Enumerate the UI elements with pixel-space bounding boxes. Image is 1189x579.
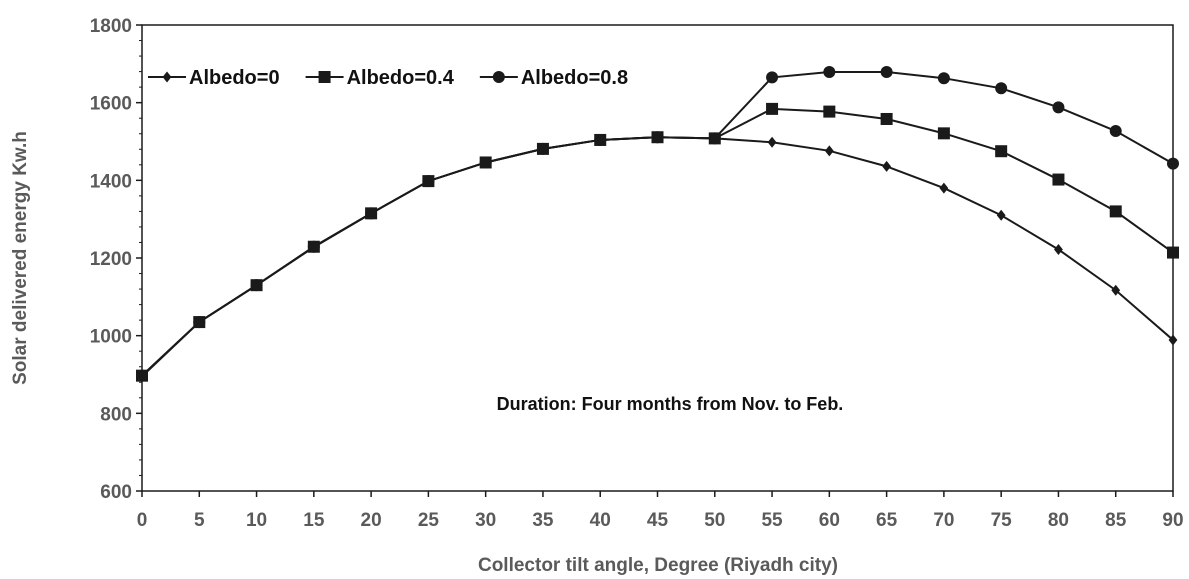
axes: 600 800 1000 1200 1400 1600 1800 0 5 10 15 20 25 30 35… xyxy=(90,16,1184,531)
y-tick-label: 1400 xyxy=(90,171,132,192)
series-2 xyxy=(136,102,1179,382)
data-point xyxy=(766,71,779,84)
data-point xyxy=(1109,125,1122,138)
series-line xyxy=(141,70,1174,377)
x-tick-label: 0 xyxy=(137,510,148,531)
data-point xyxy=(594,133,607,146)
x-tick-label: 30 xyxy=(475,510,496,531)
data-point xyxy=(536,142,549,155)
data-point xyxy=(766,102,779,115)
data-point xyxy=(880,112,893,125)
data-point xyxy=(880,65,893,78)
data-point xyxy=(136,369,148,382)
data-point xyxy=(365,207,378,220)
x-tick-label: 75 xyxy=(991,510,1013,531)
x-tick-label: 20 xyxy=(361,510,382,531)
legend-marker xyxy=(492,71,505,83)
x-tick-label: 45 xyxy=(647,510,669,531)
legend-item: Albedo=0.4 xyxy=(305,67,455,89)
annotation-text: Duration: Four months from Nov. to Feb. xyxy=(497,394,844,414)
y-axis-title: Solar delivered energy Kw.h xyxy=(10,131,31,385)
data-point xyxy=(1167,157,1179,170)
y-tick-label: 1600 xyxy=(90,94,132,115)
data-point xyxy=(995,82,1008,95)
data-point xyxy=(250,279,263,292)
x-tick-label: 90 xyxy=(1162,510,1183,531)
data-point xyxy=(1168,334,1178,346)
x-tick-label: 55 xyxy=(761,510,783,531)
x-tick-label: 65 xyxy=(876,510,898,531)
legend-marker xyxy=(318,71,331,83)
data-point xyxy=(939,182,949,194)
series-3 xyxy=(136,65,1179,382)
y-tick-label: 1000 xyxy=(90,327,132,348)
data-point xyxy=(1052,101,1065,114)
y-tick-label: 1200 xyxy=(90,249,132,270)
data-point xyxy=(651,131,664,144)
data-point xyxy=(882,160,892,172)
data-point xyxy=(1109,205,1122,218)
data-point xyxy=(307,240,320,253)
legend-item: Albedo=0 xyxy=(148,67,280,89)
data-point xyxy=(193,316,206,329)
data-point xyxy=(824,145,834,157)
data-point xyxy=(1167,246,1179,259)
legend-label: Albedo=0.8 xyxy=(521,67,628,89)
x-tick-label: 25 xyxy=(418,510,440,531)
data-point xyxy=(996,209,1006,221)
x-tick-label: 80 xyxy=(1048,510,1069,531)
data-point xyxy=(1052,173,1065,186)
data-point xyxy=(937,127,950,140)
y-tick-label: 1800 xyxy=(90,16,132,37)
data-point xyxy=(937,72,950,85)
data-point xyxy=(708,132,721,145)
series-line xyxy=(141,107,1174,377)
x-tick-label: 50 xyxy=(704,510,725,531)
legend: Albedo=0 Albedo=0.4 Albedo=0.8 xyxy=(148,67,628,89)
legend-item: Albedo=0.8 xyxy=(479,67,628,89)
x-tick-label: 5 xyxy=(194,510,205,531)
x-tick-label: 35 xyxy=(532,510,554,531)
data-point xyxy=(823,65,836,78)
legend-label: Albedo=0 xyxy=(189,67,280,89)
x-tick-label: 40 xyxy=(590,510,611,531)
series-1 xyxy=(137,131,1178,382)
series-layer xyxy=(136,65,1179,382)
data-point xyxy=(767,136,777,148)
y-tick-label: 800 xyxy=(100,404,132,425)
data-point xyxy=(1054,243,1063,255)
series-line xyxy=(141,136,1174,378)
x-tick-label: 60 xyxy=(819,510,840,531)
x-tick-label: 15 xyxy=(303,510,325,531)
x-axis-title: Collector tilt angle, Degree (Riyadh cit… xyxy=(478,555,838,576)
x-tick-label: 85 xyxy=(1105,510,1127,531)
data-point xyxy=(995,145,1008,158)
y-tick-label: 600 xyxy=(100,482,132,503)
data-point xyxy=(823,105,836,118)
legend-label: Albedo=0.4 xyxy=(347,67,455,89)
x-tick-label: 70 xyxy=(933,510,954,531)
legend-marker xyxy=(162,71,172,83)
x-tick-label: 10 xyxy=(246,510,267,531)
data-point xyxy=(422,175,435,188)
data-point xyxy=(1111,284,1121,296)
data-point xyxy=(479,156,492,169)
